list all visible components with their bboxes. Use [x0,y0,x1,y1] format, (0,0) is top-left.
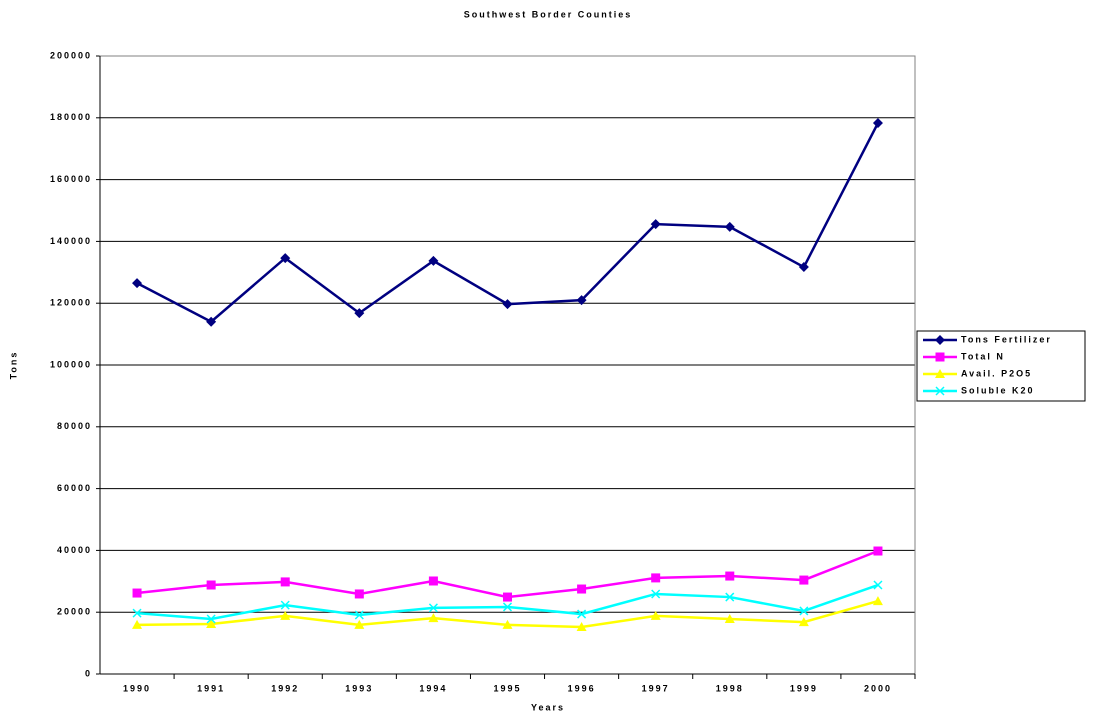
x-tick-label: 1993 [345,683,373,693]
marker [428,613,439,623]
marker [132,608,142,618]
legend-box [916,330,1086,402]
marker [872,118,883,129]
chart-title: Southwest Border Counties [464,9,633,19]
series-line [136,583,879,621]
series-line [136,122,880,324]
marker [576,622,587,632]
marker [798,617,809,627]
x-tick-label: 1998 [716,683,744,693]
y-tick-label: 100000 [50,359,92,369]
y-tick-label: 160000 [50,174,92,184]
marker [577,584,587,594]
marker [502,299,513,310]
marker [724,221,735,232]
marker [206,580,216,590]
marker [280,577,290,587]
x-tick-label: 1996 [568,683,596,693]
marker [651,589,661,599]
marker [354,619,365,629]
marker [650,610,661,620]
marker [280,600,290,610]
x-tick-label: 1995 [493,683,521,693]
marker [935,352,945,362]
marker [799,606,809,616]
marker [280,253,291,264]
x-tick-label: 2000 [864,683,892,693]
marker [354,308,365,319]
marker [799,575,809,585]
marker [132,278,143,289]
legend-label: Tons Fertilizer [961,334,1052,344]
x-tick-label: 1997 [642,683,670,693]
y-tick-label: 120000 [50,298,92,308]
marker [872,596,883,606]
marker [280,610,291,620]
marker [725,592,735,602]
marker [724,613,735,623]
y-tick-label: 60000 [57,483,92,493]
marker [725,571,735,581]
y-tick-label: 180000 [50,112,92,122]
legend-label: Total N [961,351,1005,361]
x-tick-label: 1999 [790,683,818,693]
marker [206,618,217,628]
y-tick-label: 40000 [57,545,92,555]
x-axis-label: Years [531,702,565,712]
marker [428,603,438,613]
legend-label: Soluble K20 [961,385,1035,395]
marker [502,602,513,612]
marker [206,614,216,624]
legend-label: Avail. P2O5 [961,368,1032,378]
marker [577,609,587,619]
marker [651,573,661,583]
marker [798,262,809,273]
x-tick-label: 1990 [123,683,151,693]
marker [873,546,883,556]
x-tick-label: 1991 [197,683,225,693]
y-axis-label: Tons [8,351,18,380]
x-tick-label: 1992 [271,683,299,693]
marker [206,316,217,327]
marker [935,386,945,396]
marker [502,619,513,629]
marker [354,589,364,599]
y-tick-label: 200000 [50,50,92,60]
marker [935,335,945,345]
marker [576,295,587,306]
marker [873,580,883,590]
series-line [136,549,879,599]
y-tick-label: 0 [85,668,92,678]
marker [428,255,439,266]
marker [935,369,945,378]
x-tick-label: 1994 [419,683,447,693]
marker [650,219,661,230]
y-tick-label: 20000 [57,607,92,617]
marker [132,588,142,598]
marker [503,592,512,602]
marker [132,619,143,629]
y-tick-label: 140000 [50,236,92,246]
marker [354,610,364,620]
marker [428,576,438,586]
y-tick-label: 80000 [57,421,92,431]
